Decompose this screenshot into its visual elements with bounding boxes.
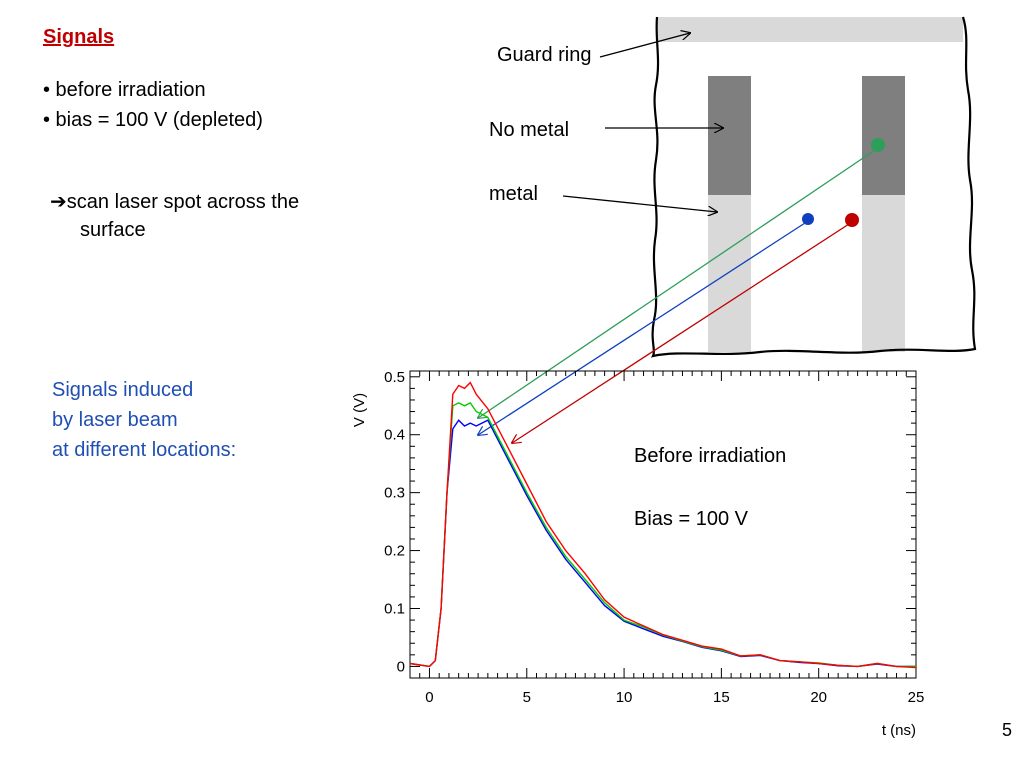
chart-annotation-irradiation: Before irradiation (634, 445, 787, 467)
red-laser-spot (845, 213, 859, 227)
chart-annotation-bias: Bias = 100 V (634, 508, 748, 530)
strip-right-no-metal (862, 76, 905, 195)
series-line-0 (409, 381, 917, 669)
guard-ring-label: Guard ring (497, 44, 592, 66)
no-metal-label: No metal (489, 119, 570, 141)
slide-title: Signals (43, 26, 115, 48)
bullet-before-irradiation: • before irradiation (43, 79, 206, 101)
guard-ring-strip (657, 17, 963, 42)
y-tick-label: 0.3 (384, 485, 405, 502)
x-tick-label: 10 (616, 689, 633, 706)
signal-chart: 0 5 10 15 20 25 0 0.1 0.2 0.3 0.4 0.5 t (ns) V (V) (351, 369, 924, 739)
x-tick-labels: 0 5 10 15 20 25 (425, 689, 924, 706)
green-laser-spot (871, 138, 885, 152)
scan-line-1: scan laser spot across the (66, 191, 300, 213)
x-tick-label: 20 (810, 689, 827, 706)
scan-instruction: ➔scan laser spot across the surface (50, 188, 390, 244)
x-tick-label: 0 (425, 689, 433, 706)
x-tick-label: 25 (908, 689, 925, 706)
x-axis-label: t (ns) (882, 722, 916, 739)
y-tick-label: 0.4 (384, 427, 405, 444)
sensor-diagram (650, 16, 977, 358)
induced-line-2: by laser beam (52, 409, 178, 431)
bullet-bias: • bias = 100 V (depleted) (43, 109, 263, 131)
strip-right-metal (862, 195, 905, 352)
blue-laser-spot (802, 213, 814, 225)
page-number: 5 (1001, 720, 1012, 740)
induced-signals-caption: Signals induced by laser beam at differe… (52, 375, 332, 465)
x-tick-label: 5 (523, 689, 531, 706)
y-tick-label: 0.5 (384, 369, 405, 386)
series-lines (409, 381, 917, 669)
arrow-icon: ➔ (50, 191, 67, 213)
y-tick-label: 0 (397, 658, 405, 675)
strip-left-metal (708, 195, 751, 352)
metal-arrow (562, 195, 717, 212)
metal-label: metal (489, 183, 538, 205)
y-axis-label: V (V) (351, 393, 368, 427)
induced-line-3: at different locations: (52, 439, 237, 461)
axis-ticks (409, 371, 917, 678)
y-tick-label: 0.2 (384, 543, 405, 560)
guard-ring-arrow (599, 33, 690, 58)
strip-left-no-metal (708, 76, 751, 195)
x-tick-label: 15 (713, 689, 730, 706)
red-spot-arrow (512, 223, 850, 443)
blue-spot-arrow (478, 222, 806, 435)
y-tick-label: 0.1 (384, 600, 405, 617)
scan-line-2: surface (80, 219, 146, 241)
series-line-1 (409, 402, 916, 668)
sensor-outline (650, 16, 977, 358)
y-tick-labels: 0 0.1 0.2 0.3 0.4 0.5 (384, 369, 405, 676)
induced-line-1: Signals induced (52, 379, 194, 401)
green-spot-arrow (478, 149, 876, 418)
